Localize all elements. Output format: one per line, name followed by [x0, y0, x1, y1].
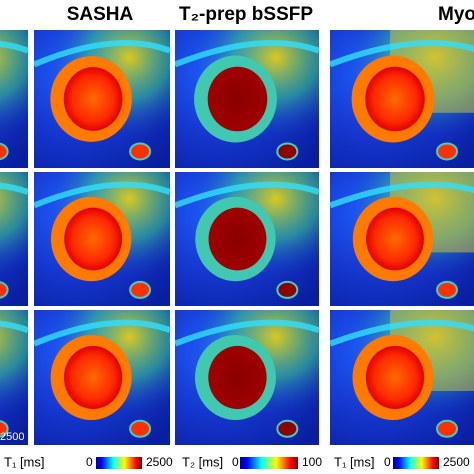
- small-vessel: [436, 280, 458, 299]
- small-vessel: [0, 142, 9, 161]
- image-panel: [330, 30, 474, 168]
- colorbar: [393, 457, 439, 469]
- small-vessel: [0, 281, 9, 299]
- lung-band: [34, 181, 170, 209]
- blood-pool: [208, 345, 267, 410]
- colorbar-max: 2500: [146, 455, 173, 469]
- blood-pool: [63, 67, 123, 131]
- image-panel: [34, 30, 170, 168]
- image-panel: [330, 310, 474, 445]
- lung-band: [175, 181, 319, 209]
- blood-pool: [64, 207, 123, 271]
- colorbar-min: 0: [384, 455, 391, 469]
- small-vessel: [436, 142, 458, 161]
- image: [34, 310, 170, 445]
- colorbars: T₁ [ms] 0 2500 T₂ [ms] 0 100 T₁ [ms] 0 2500: [4, 454, 470, 469]
- lung-band: [175, 319, 319, 347]
- blood-pool: [207, 66, 268, 132]
- blood-pool: [366, 207, 424, 271]
- colorbar-min: 0: [232, 455, 239, 469]
- image: [175, 30, 319, 168]
- colorbar-label: T₁ [ms]: [4, 454, 45, 469]
- image: [175, 310, 319, 445]
- small-vessel: [276, 280, 299, 299]
- image-panel: [175, 310, 319, 445]
- image-panel: [0, 30, 28, 168]
- image-panels: [0, 30, 474, 445]
- lung-band: [0, 40, 28, 54]
- image-panel: [34, 310, 170, 445]
- lung-band: [330, 181, 474, 209]
- small-vessel: [129, 142, 152, 161]
- blood-pool: [365, 345, 425, 410]
- small-vessel: [436, 419, 458, 438]
- image: [330, 172, 474, 306]
- colorbar-label: T₂ [ms]: [182, 454, 223, 469]
- image: [330, 310, 474, 445]
- image-panel: [175, 30, 319, 168]
- small-vessel: [129, 280, 152, 299]
- small-vessel: [0, 420, 9, 438]
- image: [0, 172, 28, 306]
- blood-pool: [365, 66, 425, 132]
- blood-pool: [208, 207, 267, 271]
- small-vessel: [276, 419, 299, 438]
- colorbar: [240, 457, 298, 469]
- image: [175, 172, 319, 306]
- lung-band: [330, 319, 474, 347]
- colorbar: [96, 457, 142, 469]
- lung-band: [34, 319, 170, 347]
- column-title: T₂-prep bSSFP: [179, 4, 313, 25]
- image-panel: [0, 172, 28, 306]
- colorbar-max: 2500: [443, 455, 470, 469]
- image: [34, 30, 170, 168]
- column-title: SASHA: [67, 4, 134, 25]
- blood-pool: [63, 345, 123, 410]
- colorbar-max: 100: [302, 455, 322, 469]
- image-panel: [175, 172, 319, 306]
- image-panel: [34, 172, 170, 306]
- image-panel: [330, 172, 474, 306]
- edge-label: 2500: [0, 431, 24, 443]
- lung-band: [0, 320, 28, 334]
- lung-band: [175, 39, 319, 68]
- image-panel: [0, 310, 28, 445]
- lung-band: [0, 182, 28, 195]
- small-vessel: [276, 142, 299, 161]
- image: [0, 310, 28, 445]
- lung-band: [34, 40, 170, 68]
- column-title: Myo: [438, 4, 474, 25]
- colorbar-min: 0: [86, 455, 93, 469]
- lung-band: [330, 39, 474, 68]
- image: [330, 30, 474, 168]
- colorbar-label: T₁ [ms]: [334, 454, 375, 469]
- image: [34, 172, 170, 306]
- image: [0, 30, 28, 168]
- small-vessel: [129, 419, 152, 438]
